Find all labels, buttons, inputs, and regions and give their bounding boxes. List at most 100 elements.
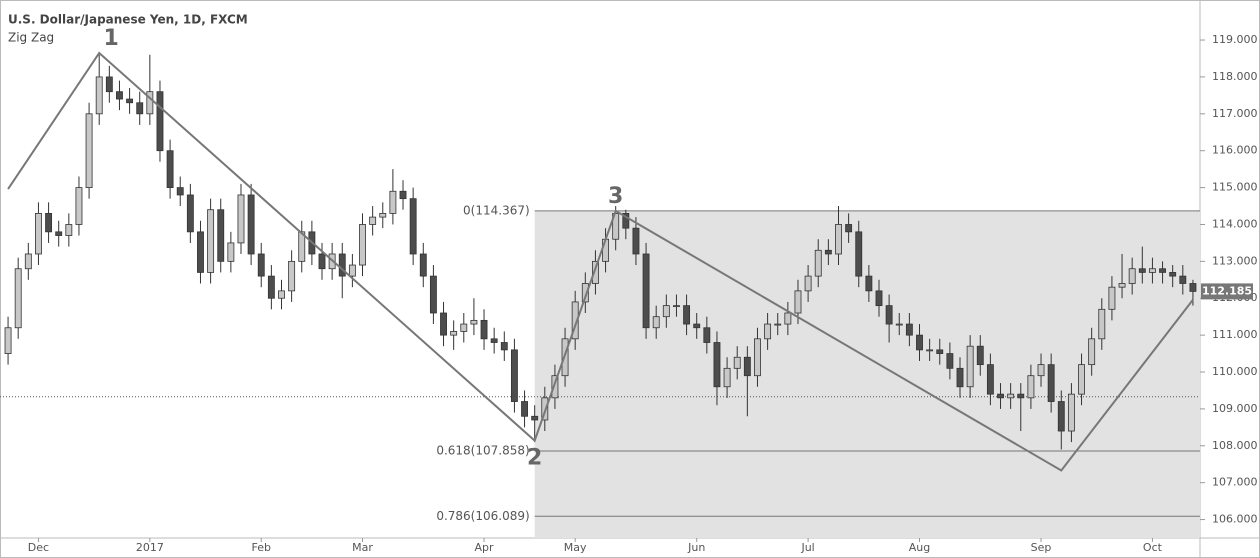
candle-body bbox=[490, 338, 498, 343]
x-tick-label: 2017 bbox=[136, 541, 164, 554]
candle-body bbox=[136, 102, 144, 115]
candle-body bbox=[865, 275, 873, 292]
x-tick-label: Dec bbox=[28, 541, 49, 554]
candle-body bbox=[551, 375, 559, 399]
candle-body bbox=[257, 253, 265, 277]
candle-body bbox=[622, 213, 630, 229]
candle-body bbox=[278, 290, 285, 299]
candle-body bbox=[885, 305, 893, 325]
candle-body bbox=[35, 213, 42, 255]
candle-body bbox=[409, 198, 417, 255]
candle-body bbox=[946, 353, 954, 369]
y-tick-label: 119.000 bbox=[1212, 33, 1258, 46]
candle-body bbox=[359, 224, 366, 266]
candle-body bbox=[116, 91, 123, 100]
candle-body bbox=[1037, 364, 1045, 377]
x-tick-label: Feb bbox=[251, 541, 270, 554]
candle-body bbox=[348, 264, 356, 277]
y-tick-label: 108.000 bbox=[1212, 439, 1258, 452]
y-tick-label: 113.000 bbox=[1212, 254, 1258, 267]
zigzag-line bbox=[7, 51, 1194, 472]
candle-body bbox=[1098, 308, 1106, 340]
candle-body bbox=[895, 323, 903, 326]
last-price-label: 112.185 bbox=[1202, 284, 1252, 297]
candle-body bbox=[1078, 364, 1085, 395]
candle-body bbox=[1007, 393, 1015, 399]
candle-body bbox=[95, 76, 103, 115]
candle-body bbox=[126, 98, 134, 104]
candle-body bbox=[1067, 393, 1075, 432]
candle-body bbox=[764, 323, 772, 340]
candle-body bbox=[713, 342, 721, 388]
candle-body bbox=[1169, 272, 1177, 277]
candle-body bbox=[976, 345, 984, 366]
x-tick-label: Aug bbox=[909, 541, 930, 554]
candle-body bbox=[450, 331, 458, 336]
fib-label: 0.618(107.858) bbox=[436, 444, 529, 458]
candle-body bbox=[986, 364, 994, 395]
candle-body bbox=[1088, 338, 1096, 366]
candle-body bbox=[156, 91, 164, 152]
candle-body bbox=[754, 338, 761, 377]
candle-body bbox=[247, 194, 255, 255]
candle-body bbox=[146, 91, 154, 115]
fib-label: 0(114.367) bbox=[463, 203, 530, 217]
candle-body bbox=[288, 260, 296, 292]
candle-body bbox=[510, 349, 518, 402]
x-tick-label: Oct bbox=[1143, 541, 1163, 554]
candle-body bbox=[1047, 364, 1055, 402]
pivot-label: 1 bbox=[104, 26, 119, 51]
candle-body bbox=[65, 224, 73, 236]
candle-body bbox=[500, 342, 508, 351]
candle-body bbox=[207, 209, 215, 273]
y-tick-label: 115.000 bbox=[1212, 181, 1258, 194]
candle-body bbox=[1027, 375, 1035, 399]
y-tick-label: 110.000 bbox=[1212, 365, 1258, 378]
candle-body bbox=[45, 213, 53, 233]
x-tick-label: Jul bbox=[800, 541, 814, 554]
candle-body bbox=[440, 312, 447, 336]
candle-body bbox=[997, 393, 1004, 399]
candle-body bbox=[926, 349, 934, 352]
candle-body bbox=[1057, 401, 1065, 432]
candle-body bbox=[804, 275, 812, 292]
candle-body bbox=[1179, 275, 1187, 284]
x-tick-label: May bbox=[564, 541, 587, 554]
candle-body bbox=[541, 397, 549, 421]
candle-body bbox=[166, 150, 174, 188]
candle-body bbox=[774, 323, 782, 326]
fib-zone bbox=[534, 210, 1200, 538]
indicator-name: Zig Zag bbox=[8, 31, 54, 45]
candle-body bbox=[197, 231, 204, 273]
candle-body bbox=[632, 227, 640, 255]
candle-body bbox=[521, 401, 528, 417]
candle-body bbox=[683, 305, 691, 325]
candle-body bbox=[693, 323, 701, 329]
candle-body bbox=[814, 249, 822, 277]
candle-body bbox=[1189, 283, 1197, 292]
candle-body bbox=[571, 301, 579, 340]
candle-body bbox=[835, 224, 842, 255]
candle-body bbox=[662, 305, 670, 318]
candle-body bbox=[905, 323, 913, 336]
candle-body bbox=[652, 316, 660, 329]
candle-body bbox=[217, 209, 225, 262]
candle-body bbox=[936, 349, 944, 354]
candle-body bbox=[673, 305, 680, 308]
candle-body bbox=[24, 253, 32, 270]
candle-body bbox=[429, 275, 437, 314]
candle-body bbox=[399, 190, 407, 200]
y-tick-label: 107.000 bbox=[1212, 476, 1258, 489]
candle-body bbox=[389, 190, 397, 214]
candle-body bbox=[966, 345, 974, 388]
candle-body bbox=[267, 275, 275, 299]
chart-title: U.S. Dollar/Japanese Yen, 1D, FXCM bbox=[8, 13, 248, 27]
candle-body bbox=[419, 253, 427, 277]
x-tick-label: Jun bbox=[687, 541, 705, 554]
plot: 0(114.367) 0.618(107.858) 0.786(106.089) 1 2… bbox=[0, 26, 1205, 538]
candle-body bbox=[227, 242, 235, 262]
candle-body bbox=[1148, 268, 1156, 273]
y-tick-label: 109.000 bbox=[1212, 402, 1258, 415]
candle-body bbox=[743, 356, 751, 377]
